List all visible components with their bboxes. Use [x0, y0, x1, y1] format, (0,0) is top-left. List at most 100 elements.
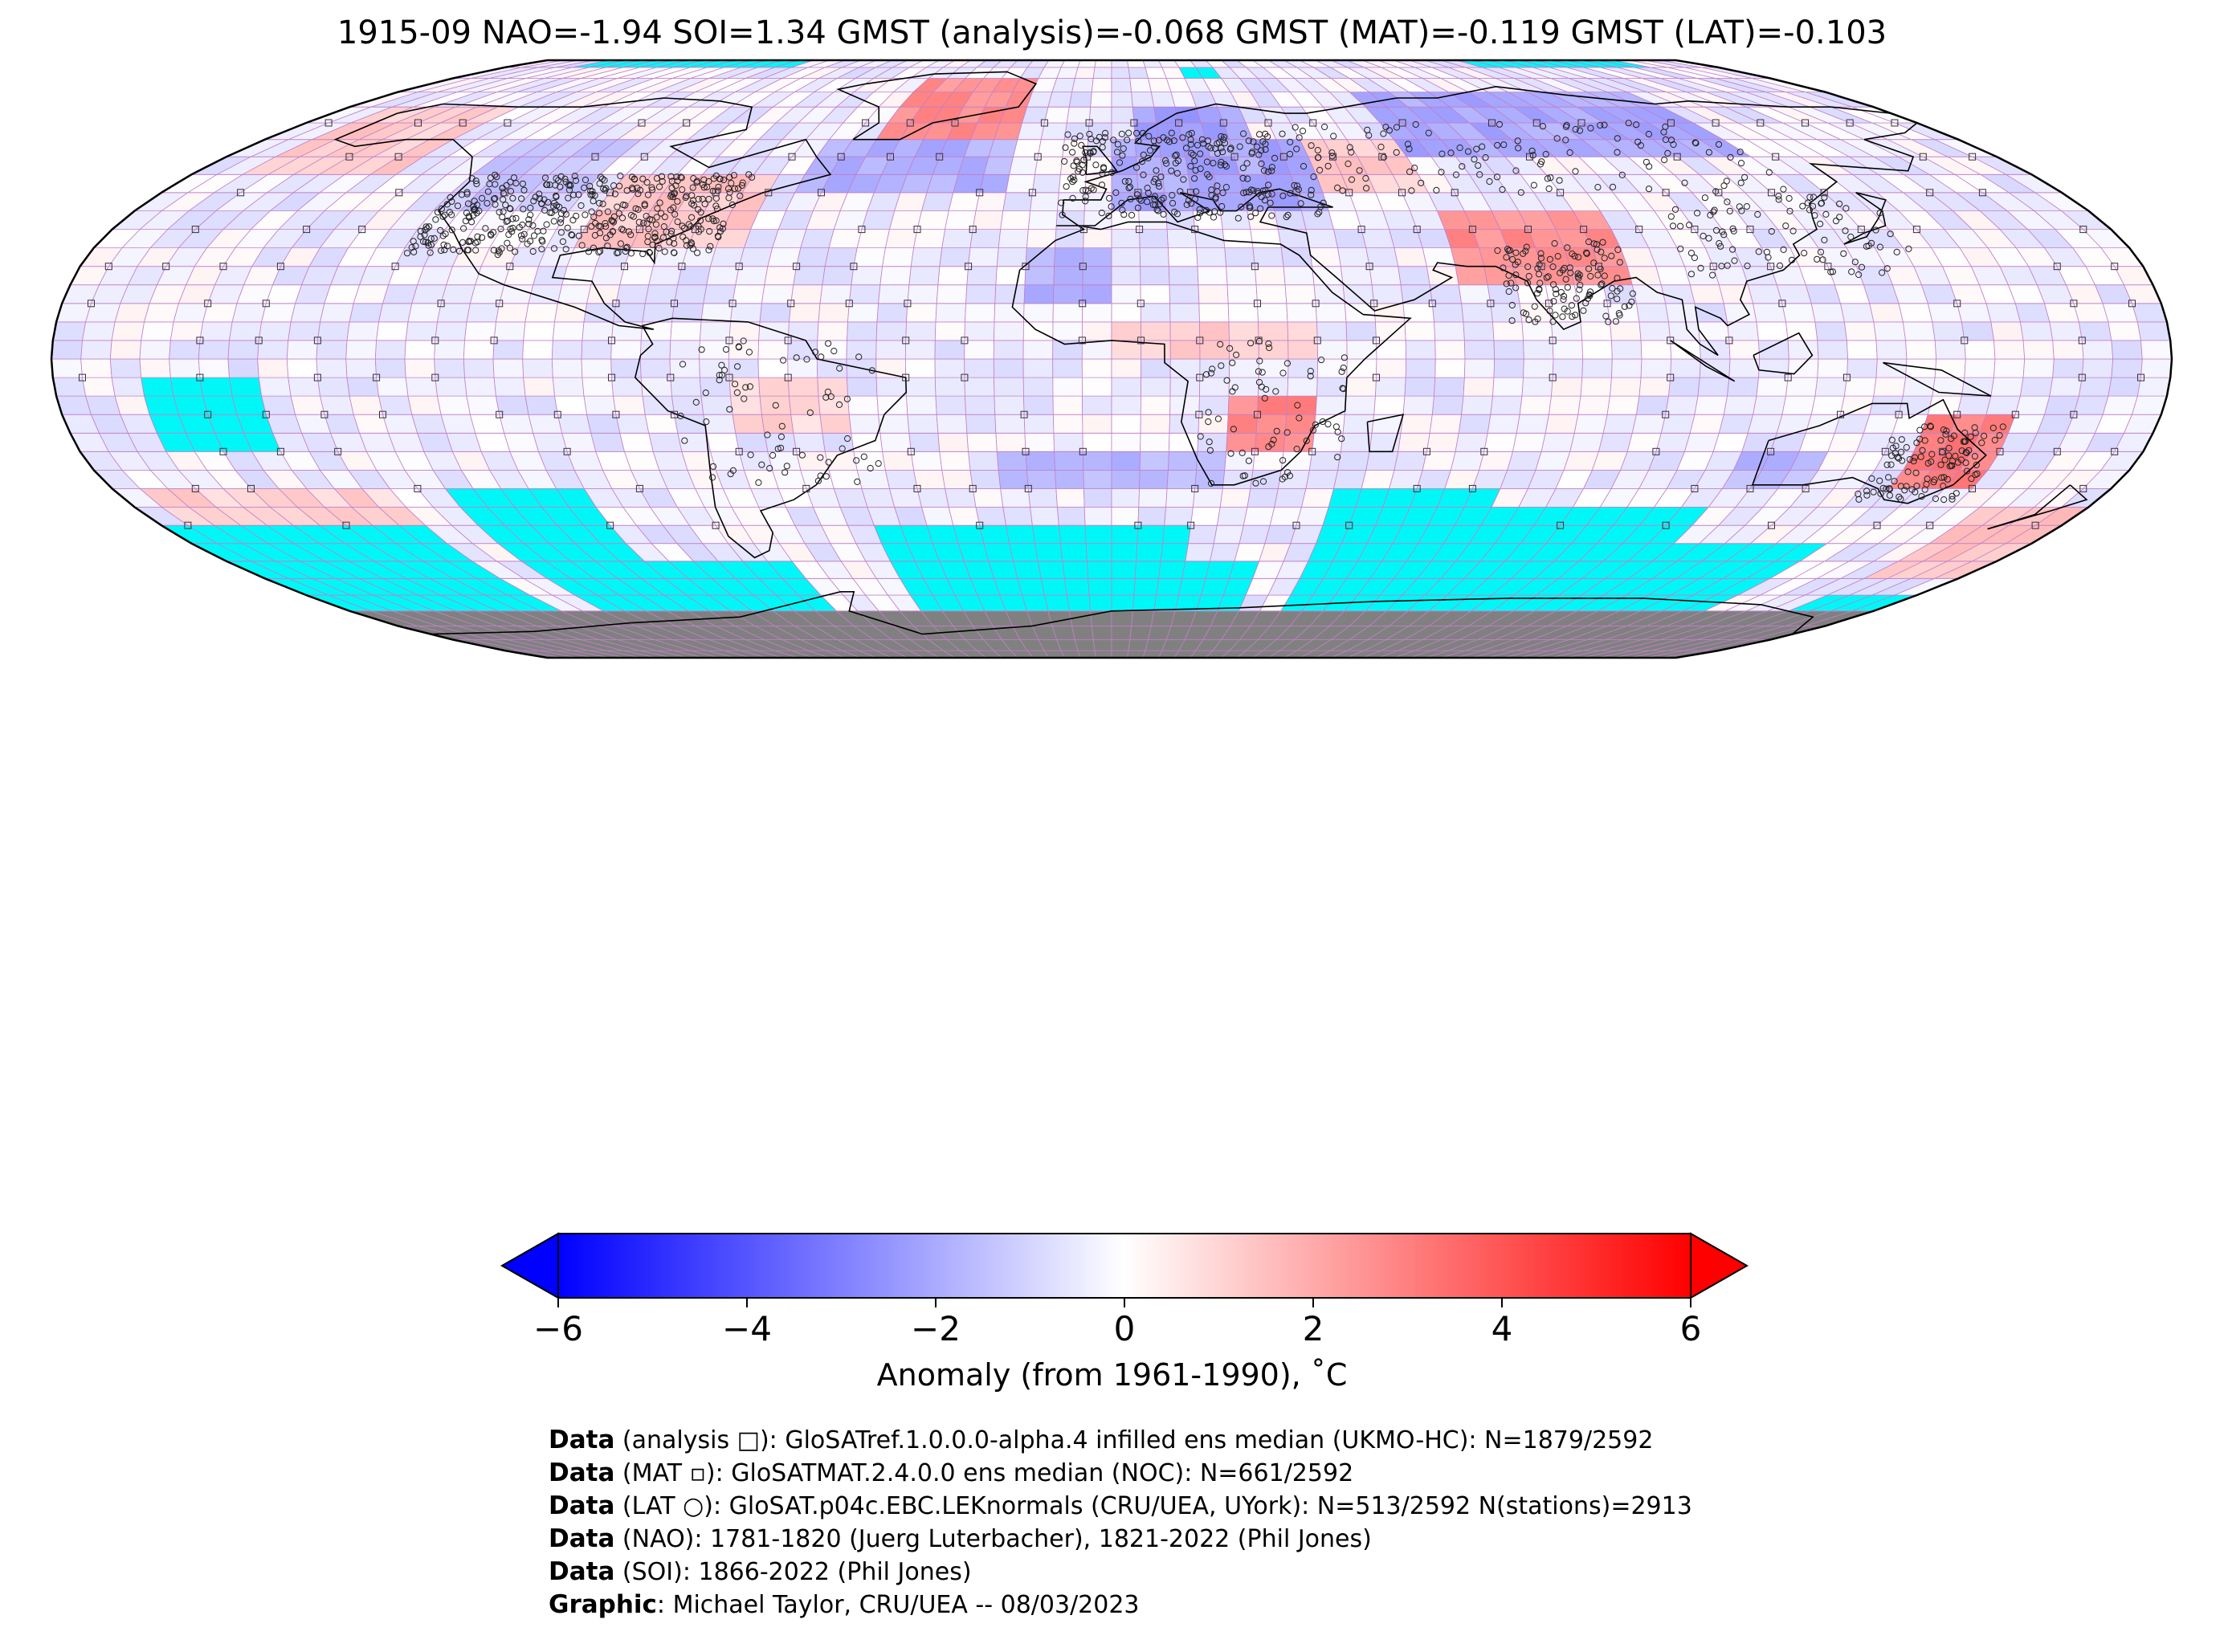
grid-cell: [1142, 60, 1163, 68]
grid-cell: [1300, 60, 1331, 68]
grid-cell: [496, 303, 529, 323]
grid-cell: [1846, 340, 1878, 360]
station-marker: [1715, 141, 1723, 148]
grid-cell: [848, 284, 881, 304]
station-marker: [602, 185, 610, 192]
grid-cell: [1088, 594, 1112, 612]
station-marker: [1937, 437, 1944, 444]
station-marker: [1404, 141, 1412, 148]
analysis-marker: [1079, 300, 1087, 308]
grid-cell: [934, 358, 965, 378]
grid-cell: [920, 192, 954, 212]
station-marker: [1252, 210, 1259, 217]
analysis-marker: [1926, 521, 1934, 529]
station-marker: [423, 225, 431, 232]
grid-cell: [639, 358, 671, 378]
grid-cell: [139, 358, 171, 378]
grid-cell: [1167, 451, 1198, 471]
station-marker: [1569, 251, 1576, 258]
grid-cell: [2081, 358, 2114, 378]
station-marker: [825, 340, 832, 347]
grid-cell: [111, 377, 145, 397]
station-marker: [627, 250, 635, 257]
station-marker: [677, 173, 684, 181]
station-marker: [1408, 187, 1415, 194]
station-marker: [803, 356, 810, 363]
grid-cell: [1450, 247, 1485, 267]
station-marker: [1145, 190, 1152, 197]
grid-cell: [1990, 377, 2024, 397]
station-marker: [1968, 475, 1975, 483]
station-marker: [746, 383, 754, 390]
station-marker: [1256, 357, 1263, 365]
grid-cell: [1156, 577, 1183, 596]
station-marker: [1617, 285, 1624, 292]
grid-cell: [1002, 192, 1033, 212]
station-marker: [1210, 214, 1218, 221]
station-marker: [561, 175, 569, 182]
grid-cell: [1196, 247, 1227, 267]
grid-cell: [1644, 60, 1702, 68]
analysis-marker: [2070, 410, 2078, 418]
station-marker: [1493, 173, 1501, 181]
station-marker: [1071, 140, 1078, 147]
station-marker: [1255, 151, 1263, 158]
station-marker: [1562, 137, 1569, 144]
station-marker: [1557, 288, 1565, 296]
grid-cell: [965, 284, 997, 304]
station-marker: [1082, 193, 1089, 200]
grid-cell: [80, 340, 112, 360]
grid-cell: [875, 60, 908, 68]
grid-cell: [1516, 414, 1549, 434]
station-marker: [440, 241, 447, 248]
grid-cell: [1082, 432, 1112, 452]
station-marker: [1203, 158, 1211, 165]
station-marker: [465, 214, 473, 221]
grid-cell: [1873, 377, 1907, 397]
grid-cell: [229, 321, 263, 341]
station-marker: [1851, 259, 1859, 266]
station-marker: [651, 234, 659, 242]
station-marker: [716, 372, 723, 379]
station-marker: [745, 349, 753, 356]
grid-cell: [1758, 358, 1789, 378]
analysis-marker: [1264, 119, 1272, 127]
station-marker: [774, 445, 781, 452]
station-marker: [1564, 244, 1571, 251]
station-marker: [1283, 429, 1291, 436]
grid-cell: [1111, 626, 1132, 640]
station-marker: [1819, 256, 1826, 263]
grid-cell: [407, 395, 442, 415]
analysis-marker: [1187, 189, 1195, 197]
analysis-marker: [1842, 373, 1851, 381]
grid-cell: [2102, 395, 2138, 415]
grid-cell: [1902, 377, 1936, 397]
europe-africa-outline: [1011, 85, 1919, 486]
analysis-marker: [1413, 226, 1421, 234]
grid-cell: [2044, 395, 2079, 415]
station-marker: [614, 249, 622, 256]
grid-cell: [993, 60, 1018, 68]
grid-cell: [916, 488, 949, 508]
grid-cell: [1227, 395, 1259, 415]
station-marker: [680, 225, 688, 232]
station-marker: [781, 469, 789, 476]
station-marker: [577, 202, 585, 210]
grid-cell: [1228, 377, 1259, 397]
grid-cell: [1009, 543, 1039, 562]
station-marker: [1110, 137, 1117, 144]
station-marker: [1144, 185, 1151, 192]
grid-cell: [615, 284, 650, 304]
analysis-marker: [951, 119, 959, 127]
analysis-marker: [320, 410, 328, 418]
station-marker: [1515, 145, 1522, 152]
station-marker: [1858, 263, 1866, 271]
analysis-marker: [1034, 153, 1042, 161]
station-marker: [1948, 435, 1955, 443]
station-marker: [1294, 182, 1301, 190]
station-marker: [596, 230, 604, 237]
station-marker: [1079, 161, 1086, 169]
station-marker: [1100, 164, 1108, 171]
grid-cell: [706, 266, 740, 286]
grid-cell: [1333, 470, 1367, 489]
